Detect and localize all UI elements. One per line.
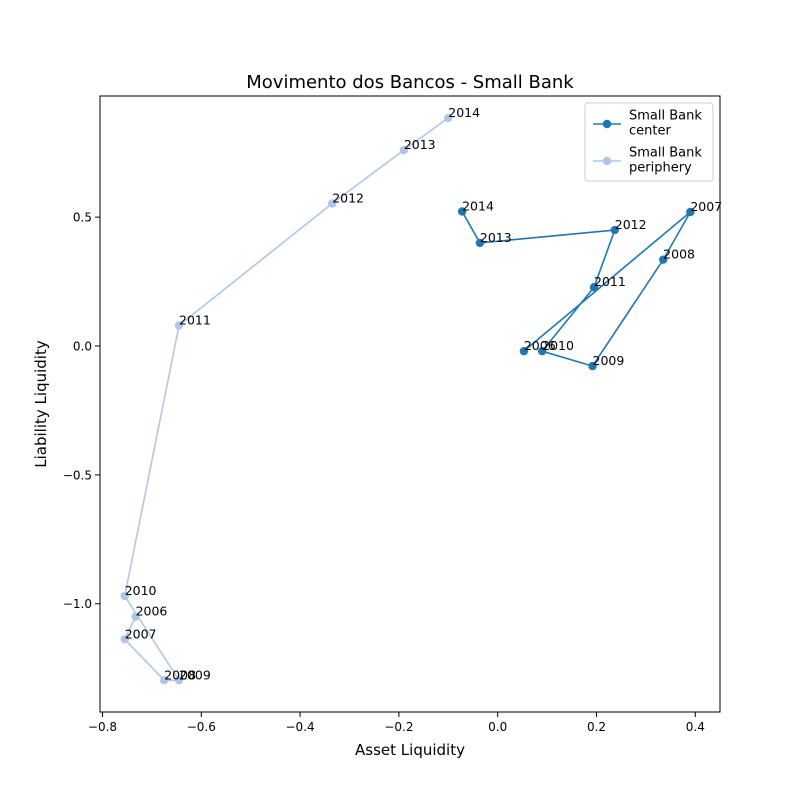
data-point-label: 2010: [125, 583, 157, 598]
data-point: [457, 207, 467, 216]
x-tick-label: −0.8: [88, 720, 117, 734]
data-point: [160, 676, 169, 685]
data-point: [399, 145, 409, 155]
x-tick-label: 0.0: [488, 720, 507, 734]
data-point: [589, 283, 599, 292]
y-tick-label: 0.5: [73, 211, 92, 225]
series-center: 2006 2007 2008 2009 2010 2011 2012 2013 2014: [457, 198, 722, 371]
x-tick-label: −0.2: [384, 720, 413, 734]
x-tick-label: 0.4: [686, 720, 705, 734]
x-axis-label: Asset Liquidity: [355, 741, 465, 759]
data-point: [588, 361, 597, 371]
data-point: [174, 321, 184, 330]
y-tick-label: −0.5: [63, 468, 92, 482]
data-point: [444, 113, 453, 123]
data-point-label: 2008: [663, 247, 695, 262]
data-point-label: 2010: [542, 338, 574, 353]
series-layer: 2006200720082009201020112012201320142006…: [120, 105, 722, 685]
data-point-label: 2009: [593, 353, 625, 368]
data-point: [174, 676, 184, 685]
data-point: [519, 346, 529, 356]
axes-layer: −0.8 −0.6 −0.4 −0.2 0.0 0.2 0.4 −1.0 −0.5 0.0 0.5: [63, 211, 705, 734]
y-axis-label: Liability Liquidity: [32, 340, 50, 468]
x-tick-label: −0.4: [286, 720, 315, 734]
x-tick-label: 0.2: [587, 720, 606, 734]
data-point-label: 2013: [480, 230, 512, 245]
data-point-label: 2009: [179, 667, 211, 682]
legend-marker-periphery: [602, 156, 612, 166]
data-point-label: 2012: [332, 190, 364, 205]
data-point: [610, 225, 619, 235]
data-point-label: 2011: [179, 312, 211, 327]
plot-area-frame: [99, 95, 721, 713]
legend-label-periphery: Small Bank periphery: [629, 146, 702, 176]
data-point-label: 2012: [615, 217, 647, 232]
y-tick-label: 0.0: [73, 340, 92, 354]
y-tick-label: −1.0: [63, 597, 92, 611]
legend-marker-center: [602, 119, 612, 129]
data-point: [658, 255, 668, 264]
data-point-label: 2007: [125, 626, 157, 641]
data-point: [537, 346, 547, 356]
data-point-label: 2011: [594, 274, 626, 289]
data-point: [131, 612, 140, 621]
data-point: [686, 207, 695, 217]
data-point-label: 2014: [462, 198, 494, 213]
x-tick-label: −0.6: [187, 720, 216, 734]
legend-label-center: Small Bank center: [629, 109, 702, 139]
data-point-label: 2008: [164, 667, 196, 682]
data-point-label: 2006: [136, 604, 168, 619]
data-point-label: 2006: [524, 338, 556, 353]
series-line: [123, 117, 449, 682]
data-point: [327, 199, 337, 208]
data-point-label: 2013: [404, 137, 436, 152]
data-point: [120, 635, 129, 644]
data-point-label: 2007: [690, 199, 722, 214]
legend: Small Bank center Small Bank periphery: [584, 102, 714, 182]
data-point: [120, 591, 129, 601]
chart-title: Movimento dos Bancos - Small Bank: [246, 72, 574, 93]
data-point: [475, 238, 485, 248]
data-point-label: 2014: [448, 105, 480, 120]
